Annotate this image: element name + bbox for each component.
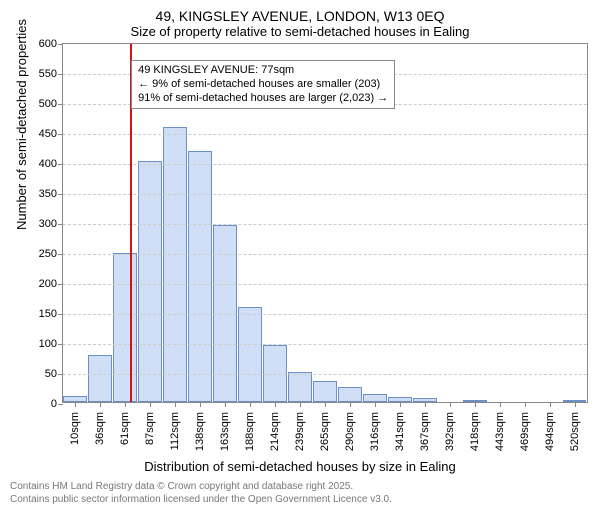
xtick-label: 367sqm — [419, 412, 431, 451]
ytick-mark — [58, 254, 63, 255]
xtick-label: 520sqm — [569, 412, 581, 451]
xtick-mark — [250, 402, 251, 407]
xtick-mark — [575, 402, 576, 407]
xtick-label: 341sqm — [394, 412, 406, 451]
histogram-bar — [138, 161, 162, 402]
ytick-mark — [58, 74, 63, 75]
histogram-bar — [288, 372, 312, 402]
gridline — [63, 344, 587, 345]
xtick-mark — [325, 402, 326, 407]
xtick-label: 265sqm — [319, 412, 331, 451]
ytick-mark — [58, 404, 63, 405]
xtick-label: 239sqm — [294, 412, 306, 451]
gridline — [63, 134, 587, 135]
xtick-mark — [550, 402, 551, 407]
histogram-bar — [313, 381, 337, 402]
ytick-label: 250 — [25, 248, 57, 260]
xtick-mark — [300, 402, 301, 407]
xtick-mark — [175, 402, 176, 407]
ytick-label: 500 — [25, 98, 57, 110]
footer-line-1: Contains HM Land Registry data © Crown c… — [10, 480, 590, 493]
xtick-mark — [375, 402, 376, 407]
xtick-label: 138sqm — [194, 412, 206, 451]
annotation-line-1: 49 KINGSLEY AVENUE: 77sqm — [138, 64, 388, 78]
xtick-mark — [525, 402, 526, 407]
ytick-label: 300 — [25, 218, 57, 230]
annotation-line-3: 91% of semi-detached houses are larger (… — [138, 92, 388, 106]
ytick-mark — [58, 134, 63, 135]
gridline — [63, 224, 587, 225]
xtick-mark — [275, 402, 276, 407]
xtick-mark — [200, 402, 201, 407]
ytick-mark — [58, 44, 63, 45]
xtick-mark — [100, 402, 101, 407]
xtick-mark — [475, 402, 476, 407]
xtick-label: 290sqm — [344, 412, 356, 451]
histogram-bar — [163, 127, 187, 402]
annotation-line-2: ← 9% of semi-detached houses are smaller… — [138, 78, 388, 92]
xtick-mark — [450, 402, 451, 407]
gridline — [63, 314, 587, 315]
ytick-label: 200 — [25, 278, 57, 290]
ytick-mark — [58, 194, 63, 195]
xtick-label: 112sqm — [169, 412, 181, 450]
ytick-mark — [58, 224, 63, 225]
ytick-label: 150 — [25, 308, 57, 320]
ytick-label: 550 — [25, 68, 57, 80]
histogram-bar — [88, 355, 112, 402]
xtick-label: 418sqm — [469, 412, 481, 451]
ytick-mark — [58, 104, 63, 105]
xtick-label: 392sqm — [444, 412, 456, 451]
histogram-bar — [238, 307, 262, 402]
gridline — [63, 254, 587, 255]
ytick-label: 0 — [25, 398, 57, 410]
gridline — [63, 164, 587, 165]
xtick-label: 36sqm — [94, 412, 106, 445]
ytick-label: 400 — [25, 158, 57, 170]
xtick-label: 214sqm — [269, 412, 281, 451]
xtick-label: 87sqm — [144, 412, 156, 445]
footer: Contains HM Land Registry data © Crown c… — [0, 474, 600, 506]
ytick-mark — [58, 284, 63, 285]
xtick-mark — [125, 402, 126, 407]
gridline — [63, 194, 587, 195]
xtick-mark — [150, 402, 151, 407]
ytick-mark — [58, 164, 63, 165]
gridline — [63, 374, 587, 375]
ytick-mark — [58, 344, 63, 345]
ytick-label: 50 — [25, 368, 57, 380]
xtick-mark — [400, 402, 401, 407]
chart-subtitle: Size of property relative to semi-detach… — [0, 24, 600, 43]
xtick-mark — [225, 402, 226, 407]
xtick-label: 316sqm — [369, 412, 381, 451]
histogram-bar — [338, 387, 362, 402]
histogram-bar — [113, 253, 137, 402]
xtick-mark — [500, 402, 501, 407]
chart-title: 49, KINGSLEY AVENUE, LONDON, W13 0EQ — [0, 0, 600, 24]
annotation-box: 49 KINGSLEY AVENUE: 77sqm ← 9% of semi-d… — [131, 60, 395, 109]
xtick-label: 61sqm — [119, 412, 131, 445]
plot-frame: 49 KINGSLEY AVENUE: 77sqm ← 9% of semi-d… — [62, 43, 588, 403]
histogram-bar — [188, 151, 212, 402]
xtick-mark — [425, 402, 426, 407]
ytick-label: 350 — [25, 188, 57, 200]
ytick-label: 600 — [25, 38, 57, 50]
histogram-bar — [363, 394, 387, 402]
x-axis-label: Distribution of semi-detached houses by … — [0, 459, 600, 474]
xtick-label: 494sqm — [544, 412, 556, 451]
xtick-label: 443sqm — [494, 412, 506, 451]
ytick-label: 100 — [25, 338, 57, 350]
ytick-label: 450 — [25, 128, 57, 140]
xtick-label: 10sqm — [69, 412, 81, 445]
xtick-mark — [350, 402, 351, 407]
ytick-mark — [58, 374, 63, 375]
xtick-label: 469sqm — [519, 412, 531, 451]
gridline — [63, 284, 587, 285]
plot-area: 49 KINGSLEY AVENUE: 77sqm ← 9% of semi-d… — [62, 43, 588, 403]
xtick-mark — [75, 402, 76, 407]
xtick-label: 188sqm — [244, 412, 256, 451]
ytick-mark — [58, 314, 63, 315]
chart-container: 49, KINGSLEY AVENUE, LONDON, W13 0EQ Siz… — [0, 0, 600, 500]
xtick-label: 163sqm — [219, 412, 231, 451]
